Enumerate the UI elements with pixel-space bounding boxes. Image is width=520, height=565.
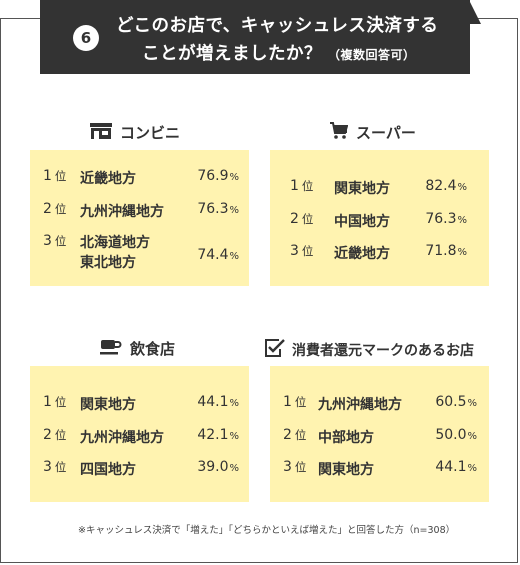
region-name: 関東地方 [318, 462, 374, 478]
region-name: 関東地方 [334, 181, 390, 197]
region-name: 近畿地方 [334, 246, 390, 262]
footnote: ※キャッシュレス決済で「増えた」「どちらかといえば増えた」と回答した方（n=30… [78, 525, 456, 536]
category-title-text: 飲食店 [130, 340, 176, 358]
region-name: 関東地方 [80, 397, 136, 413]
region-name: 近畿地方 [80, 171, 136, 187]
shopping-cart-icon [330, 122, 349, 143]
region-name: 九州沖縄地方 [80, 204, 164, 220]
percentage-value: 76.3% [425, 211, 467, 227]
coffee-cup-icon [100, 339, 122, 359]
percentage-value: 50.0% [435, 427, 477, 443]
question-text-line1: どこのお店で、キャッシュレス決済する [116, 16, 439, 36]
percentage-value: 76.3% [197, 201, 239, 217]
region-name-line2: 東北地方 [80, 255, 136, 271]
region-name: 中国地方 [334, 214, 390, 230]
percentage-value: 44.1% [197, 394, 239, 410]
checkmark-box-icon [264, 338, 286, 362]
store-icon [90, 122, 112, 143]
percentage-value: 76.9% [197, 168, 239, 184]
category-title-text: スーパー [356, 124, 416, 142]
question-header: 6 どこのお店で、キャッシュレス決済する ことが増えましたか？ （複数回答可） [40, 0, 470, 74]
question-note: （複数回答可） [328, 48, 416, 62]
category-title-supermarket: スーパー [330, 122, 416, 143]
question-number: 6 [73, 25, 99, 51]
question-text-line2-main: ことが増えましたか？ [142, 44, 322, 64]
percentage-value: 74.4% [197, 247, 239, 263]
percentage-value: 42.1% [197, 427, 239, 443]
percentage-value: 71.8% [425, 243, 467, 259]
region-name: 北海道地方 東北地方 [80, 233, 150, 273]
region-name: 九州沖縄地方 [80, 430, 164, 446]
category-title-reward-mark-stores: 消費者還元マークのあるお店 [264, 338, 474, 362]
region-name: 四国地方 [80, 462, 136, 478]
region-name: 中部地方 [318, 430, 374, 446]
header-corner-tab [469, 0, 481, 24]
percentage-value: 39.0% [197, 459, 239, 475]
category-title-text: コンビニ [120, 124, 181, 142]
category-title-text: 消費者還元マークのあるお店 [292, 343, 474, 359]
region-name-line1: 北海道地方 [80, 235, 150, 251]
question-text-line2: ことが増えましたか？ （複数回答可） [142, 40, 416, 65]
region-name: 九州沖縄地方 [318, 397, 402, 413]
percentage-value: 82.4% [425, 178, 467, 194]
percentage-value: 44.1% [435, 459, 477, 475]
category-title-convenience-store: コンビニ [90, 122, 180, 143]
percentage-value: 60.5% [435, 394, 477, 410]
category-title-restaurant: 飲食店 [100, 338, 175, 359]
